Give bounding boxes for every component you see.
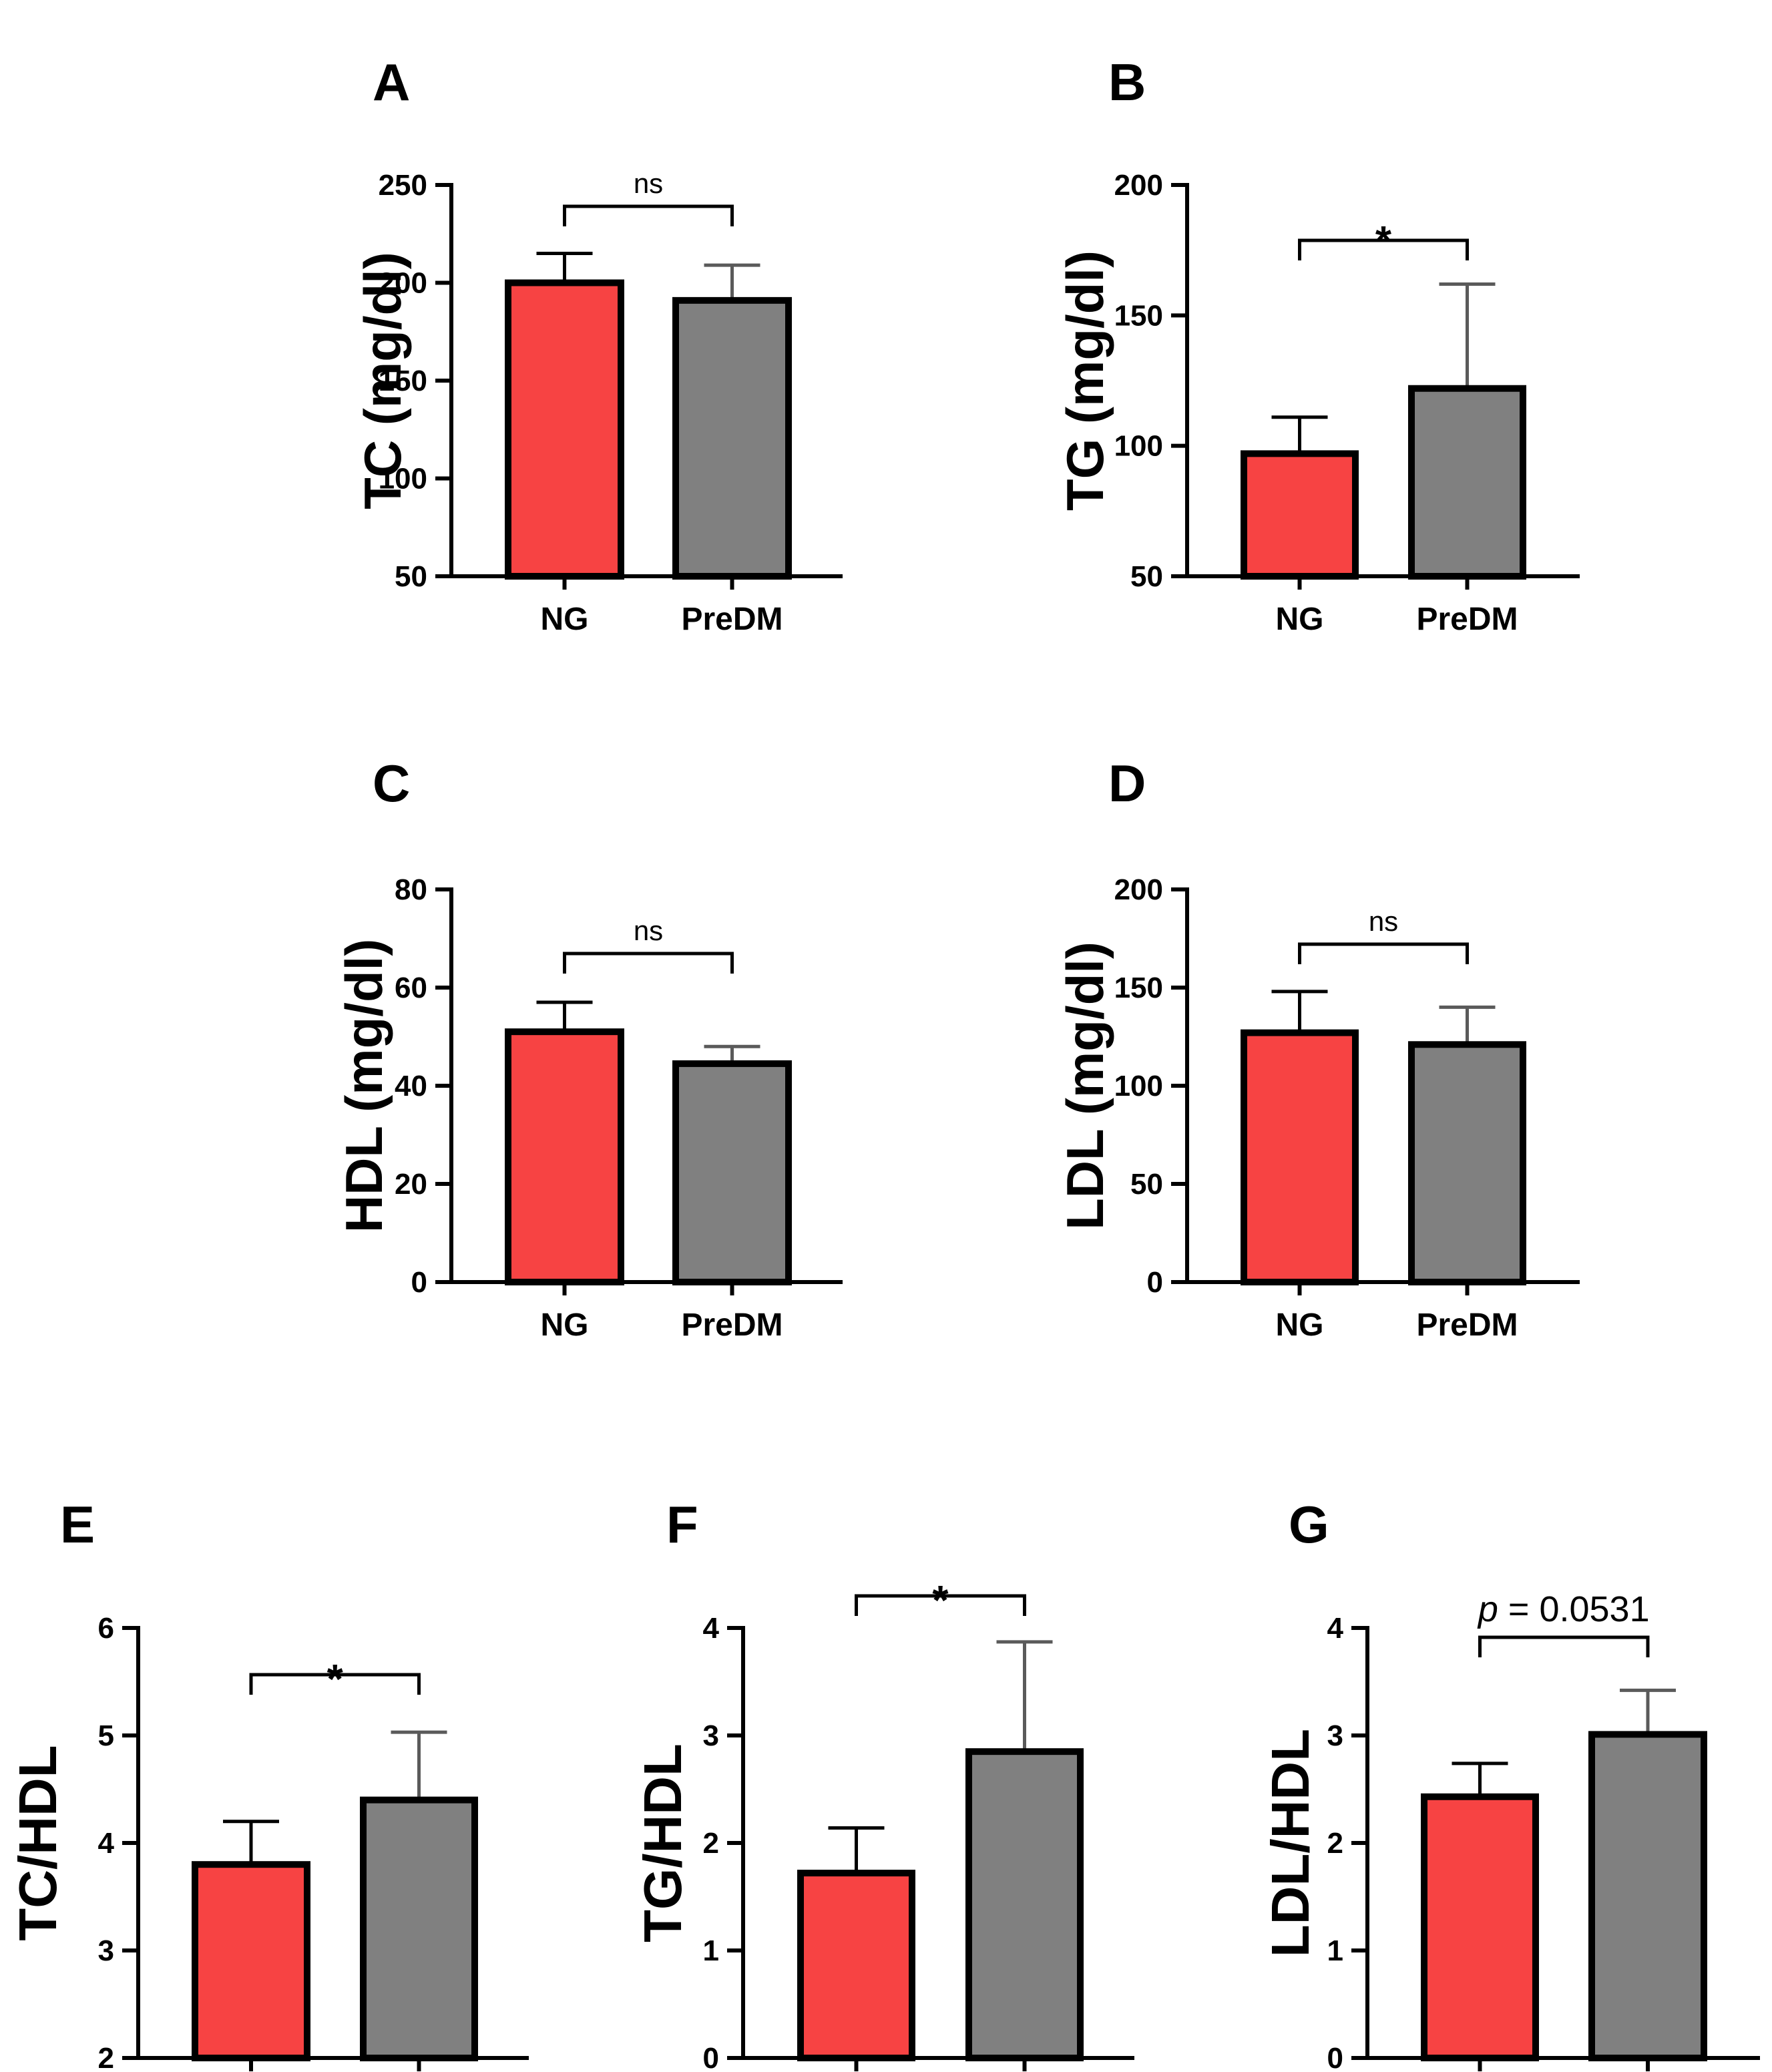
- panel-letter: D: [1108, 754, 1146, 813]
- x-tick-label: NG: [1276, 602, 1324, 637]
- y-tick-label: 50: [395, 560, 427, 593]
- y-tick-label: 0: [703, 2042, 719, 2072]
- significance-bracket: [1298, 238, 1469, 260]
- x-tick-label: PreDM: [1416, 1307, 1518, 1343]
- panel-letter: F: [666, 1495, 698, 1554]
- y-tick-label: 40: [395, 1070, 427, 1102]
- x-tick-label: NG: [541, 1307, 589, 1343]
- panel-letter: E: [60, 1495, 95, 1554]
- significance-label: *: [932, 1578, 949, 1624]
- y-tick-label: 2: [98, 2042, 114, 2072]
- y-tick-label: 200: [1114, 873, 1163, 906]
- significance-label: ns: [1369, 905, 1398, 937]
- x-tick-label: PreDM: [681, 602, 783, 637]
- bar-ng: [505, 279, 624, 580]
- significance-bracket: [855, 1594, 1026, 1616]
- significance-label: *: [327, 1657, 344, 1703]
- significance-bracket: [249, 1673, 421, 1695]
- bar-ng: [505, 1028, 624, 1286]
- bar-ng: [1241, 1029, 1359, 1285]
- significance-bracket: [1478, 1635, 1650, 1657]
- bar-ng: [1241, 450, 1359, 580]
- significance-bracket: [563, 204, 734, 226]
- p-symbol: p: [1477, 1589, 1498, 1629]
- y-tick-label: 20: [395, 1168, 427, 1201]
- y-tick-label: 3: [1327, 1719, 1343, 1752]
- bar-predm: [360, 1796, 478, 2062]
- bar-predm: [965, 1748, 1084, 2061]
- bar-predm: [1408, 385, 1526, 580]
- y-tick-label: 4: [1327, 1612, 1344, 1645]
- y-tick-label: 5: [98, 1719, 114, 1752]
- y-tick-label: 3: [703, 1719, 719, 1752]
- y-tick-label: 100: [1114, 1070, 1163, 1102]
- y-tick-label: 200: [1114, 169, 1163, 202]
- y-tick-label: 100: [379, 463, 427, 495]
- bar-predm: [672, 296, 792, 580]
- panel-letter: A: [373, 53, 410, 112]
- y-tick-label: 3: [98, 1934, 114, 1967]
- significance-label: p = 0.0531: [1477, 1589, 1650, 1629]
- y-tick-label: 50: [1130, 1168, 1163, 1201]
- y-tick-label: 150: [379, 365, 427, 397]
- y-axis-title: HDL (mg/dl): [335, 939, 393, 1233]
- y-axis-title: TC/HDL: [8, 1745, 67, 1940]
- bar-predm: [1588, 1731, 1707, 2061]
- significance-label: *: [1375, 218, 1392, 264]
- x-tick-label: PreDM: [681, 1307, 783, 1343]
- y-tick-label: 1: [703, 1934, 719, 1967]
- significance-label: ns: [634, 168, 663, 199]
- significance-bracket: [563, 952, 734, 974]
- y-axis-title: LDL (mg/dl): [1056, 942, 1114, 1230]
- y-tick-label: 200: [379, 267, 427, 300]
- panel-e: ETC/HDLNGPreDM23456*: [8, 1495, 529, 2072]
- y-tick-label: 150: [1114, 299, 1163, 332]
- x-tick-label: NG: [1276, 1307, 1324, 1343]
- panel-a: A TC (mg/dl) NG PreDM 50 100 150 200 250 ns: [353, 53, 843, 637]
- y-tick-label: 1: [1327, 1934, 1343, 1967]
- y-axis-title: TG/HDL: [633, 1743, 692, 1942]
- panel-letter: G: [1289, 1495, 1329, 1554]
- y-tick-label: 2: [1327, 1827, 1343, 1860]
- panel-c: C HDL (mg/dl) NG PreDM 0 20 40 60 80 ns: [335, 754, 843, 1343]
- x-tick-label: NG: [541, 602, 589, 637]
- panel-f: FTG/HDLNGPreDM01234*: [633, 1495, 1134, 2072]
- bar-predm: [672, 1060, 792, 1286]
- y-tick-label: 60: [395, 972, 427, 1004]
- y-tick-label: 4: [98, 1827, 115, 1860]
- p-value: = 0.0531: [1498, 1589, 1650, 1629]
- y-tick-label: 250: [379, 169, 427, 202]
- y-tick-label: 0: [1147, 1266, 1163, 1299]
- y-tick-label: 2: [703, 1827, 719, 1860]
- panel-b: B TG (mg/dl) NG PreDM 50 100 150 200 *: [1056, 53, 1580, 637]
- bar-ng: [797, 1870, 915, 2062]
- panel-letter: C: [373, 754, 410, 813]
- significance-label: ns: [634, 915, 663, 946]
- y-tick-label: 0: [411, 1266, 427, 1299]
- bar-predm: [1408, 1041, 1526, 1285]
- significance-bracket: [1298, 942, 1469, 964]
- y-tick-label: 6: [98, 1612, 114, 1645]
- y-tick-label: 100: [1114, 430, 1163, 463]
- y-axis-title: TG (mg/dl): [1056, 250, 1114, 511]
- y-axis-title: LDL/HDL: [1261, 1729, 1320, 1957]
- panel-letter: B: [1108, 53, 1146, 112]
- panel-d: D LDL (mg/dl) NG PreDM 0 50 100 150 200 ns: [1056, 754, 1580, 1343]
- y-axis-title: TC (mg/dl): [353, 252, 412, 509]
- y-tick-label: 0: [1327, 2042, 1343, 2072]
- x-tick-label: PreDM: [1416, 602, 1518, 637]
- y-tick-label: 4: [703, 1612, 720, 1645]
- y-tick-label: 50: [1130, 560, 1163, 593]
- bar-ng: [192, 1861, 310, 2061]
- y-tick-label: 80: [395, 873, 427, 906]
- y-tick-label: 150: [1114, 972, 1163, 1004]
- bar-ng: [1421, 1793, 1539, 2062]
